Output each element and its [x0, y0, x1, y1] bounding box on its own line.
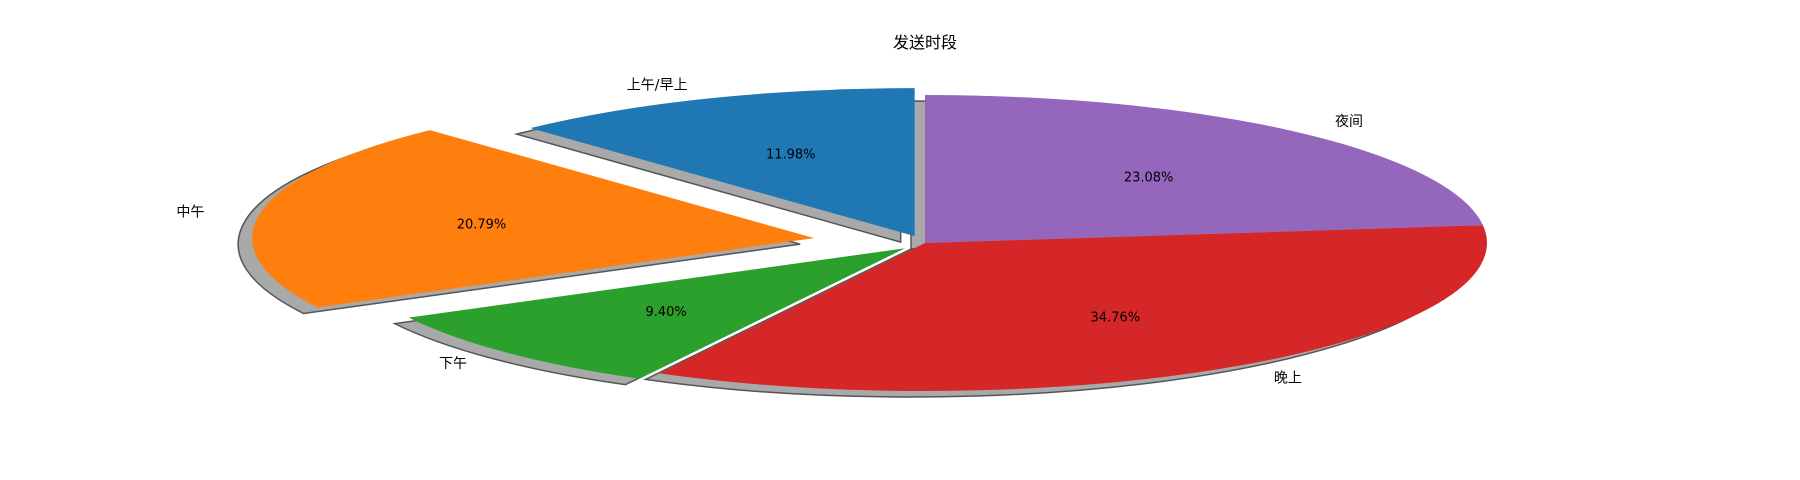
pie-value-label-2: 20.79% [457, 218, 507, 233]
pie-value-label-3: 9.40% [645, 305, 686, 320]
pie-value-label-4: 34.76% [1091, 310, 1141, 325]
pie-slice-5 [925, 95, 1483, 243]
pie-category-label-3: 下午 [439, 356, 467, 372]
pie-slice-2 [252, 130, 815, 308]
chart-title: 发送时段 [893, 33, 957, 52]
pie-category-label-1: 上午/早上 [627, 78, 688, 94]
pie-value-label-1: 11.98% [766, 148, 816, 163]
pie-slice-4 [659, 225, 1487, 391]
pie-slices [252, 88, 1487, 391]
pie-slice-3 [408, 248, 906, 379]
pie-category-label-5: 夜间 [1335, 114, 1363, 130]
pie-labels: 上午/早上 11.98% 中午 20.79% 下午 9.40% 晚上 34.76% 夜间 23.0… [176, 78, 1363, 387]
pie-value-label-5: 23.08% [1124, 171, 1174, 186]
pie-slice-1 [530, 88, 915, 237]
pie-category-label-4: 晚上 [1274, 370, 1302, 386]
pie-category-label-2: 中午 [176, 204, 204, 220]
